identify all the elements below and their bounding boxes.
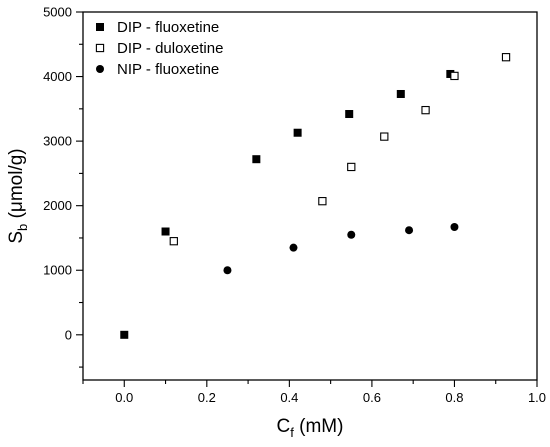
y-axis: 0 1000 2000 3000 4000 5000 xyxy=(43,5,83,368)
series-1-point-2 xyxy=(347,162,356,172)
series-2 xyxy=(223,222,459,275)
series-2-point-0 xyxy=(223,266,232,275)
x-axis: 0.0 0.2 0.4 0.6 0.8 1.0 xyxy=(82,380,546,405)
legend-label-0: DIP - fluoxetine xyxy=(117,19,219,36)
x-axis-title: Cf (mM) xyxy=(277,416,344,440)
legend: DIP - fluoxetine DIP - duloxetine NIP - fl… xyxy=(88,15,258,83)
series-1-point-5 xyxy=(450,71,459,81)
x-tick-label-4: 0.8 xyxy=(445,390,463,405)
y-tick-label-4: 4000 xyxy=(43,69,72,84)
y-axis-title: Sb (μmol/g) xyxy=(6,148,30,243)
data-points xyxy=(120,53,511,339)
legend-marker-0 xyxy=(96,23,104,31)
x-axis-title-unit: (mM) xyxy=(294,416,344,437)
series-0-point-5 xyxy=(396,89,405,98)
legend-marker-1 xyxy=(95,43,105,53)
legend-marker-2 xyxy=(96,65,104,73)
x-tick-label-5: 1.0 xyxy=(528,390,546,405)
series-0 xyxy=(120,69,455,339)
series-1-point-1 xyxy=(318,197,327,206)
series-2-point-3 xyxy=(405,226,414,235)
x-tick-label-3: 0.6 xyxy=(363,390,381,405)
series-0-point-4 xyxy=(345,110,354,119)
y-axis-title-unit: (μmol/g) xyxy=(6,148,27,223)
y-axis-title-main: S xyxy=(6,231,27,244)
y-tick-label-3: 3000 xyxy=(43,134,72,149)
y-tick-label-2: 2000 xyxy=(43,198,72,213)
y-tick-label-0: 0 xyxy=(65,327,72,342)
series-1-point-0 xyxy=(169,237,178,246)
legend-background xyxy=(88,15,258,83)
y-tick-label-1: 1000 xyxy=(43,263,72,278)
series-1 xyxy=(169,53,511,246)
x-axis-title-main: C xyxy=(277,416,291,437)
series-1-point-4 xyxy=(421,105,430,115)
y-axis-title-sub: b xyxy=(15,224,30,231)
series-2-point-2 xyxy=(347,230,356,239)
series-0-point-0 xyxy=(120,330,129,339)
y-tick-label-5: 5000 xyxy=(43,5,72,20)
series-0-point-2 xyxy=(252,155,261,164)
x-tick-label-1: 0.2 xyxy=(198,390,216,405)
legend-label-1: DIP - duloxetine xyxy=(117,40,223,57)
series-1-point-6 xyxy=(501,53,511,62)
x-tick-label-0: 0.0 xyxy=(115,390,133,405)
series-2-point-4 xyxy=(450,222,459,231)
series-2-point-1 xyxy=(289,243,298,252)
x-tick-label-2: 0.4 xyxy=(280,390,298,405)
x-axis-title-sub: f xyxy=(290,425,294,440)
series-0-point-3 xyxy=(293,128,302,137)
series-1-point-3 xyxy=(380,132,389,141)
legend-label-2: NIP - fluoxetine xyxy=(117,61,219,78)
series-0-point-1 xyxy=(161,227,170,236)
plot-frame xyxy=(82,11,538,381)
